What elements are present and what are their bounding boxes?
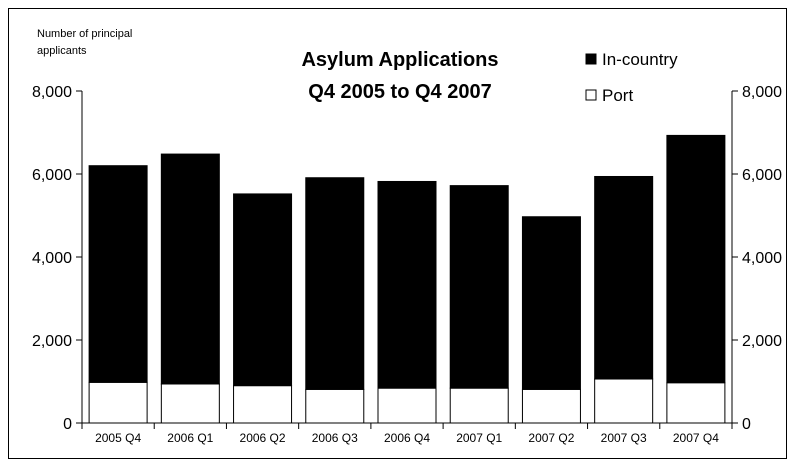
bar-port-2006-q2 xyxy=(233,385,293,424)
x-tick-label: 2006 Q2 xyxy=(240,431,286,445)
x-tick-label: 2007 Q1 xyxy=(456,431,502,445)
bar-in-country-2007-q3 xyxy=(594,175,654,380)
legend: In-country Port xyxy=(585,50,678,105)
x-tick-label: 2005 Q4 xyxy=(95,431,141,445)
x-tick-label: 2007 Q2 xyxy=(528,431,574,445)
bar-in-country-2007-q2 xyxy=(521,216,581,390)
legend-swatch-in-country xyxy=(585,53,597,65)
bar-port-2007-q1 xyxy=(449,387,509,424)
y-tick-label-left: 0 xyxy=(63,416,72,433)
chart-title: Asylum Applications xyxy=(301,49,498,71)
y-tick-label-left: 6,000 xyxy=(32,167,72,184)
legend-label-in-country: In-country xyxy=(602,50,678,69)
bar-in-country-2005-q4 xyxy=(88,165,148,383)
legend-swatch-port xyxy=(585,89,597,101)
y-tick-label-right: 2,000 xyxy=(742,333,782,350)
y-axis-label-line1: Number of principal xyxy=(37,28,132,40)
y-axis-label-line2: applicants xyxy=(37,45,87,57)
axes: 0 0 2,000 2,000 4,000 4,000 6,000 6,000 8,000 8,0… xyxy=(32,84,782,445)
x-tick-label: 2006 Q3 xyxy=(312,431,358,445)
bar-port-2005-q4 xyxy=(88,381,148,424)
bar-port-2006-q1 xyxy=(160,383,220,424)
bar-in-country-2006-q4 xyxy=(377,180,437,389)
bar-in-country-2006-q2 xyxy=(233,193,293,387)
y-tick-label-right: 0 xyxy=(742,416,751,433)
bar-port-2007-q4 xyxy=(666,382,726,424)
bar-port-2006-q3 xyxy=(305,388,365,424)
x-tick-label: 2007 Q4 xyxy=(673,431,719,445)
x-tick-label: 2006 Q4 xyxy=(384,431,430,445)
y-tick-label-right: 4,000 xyxy=(742,250,782,267)
bars xyxy=(88,134,726,424)
legend-label-port: Port xyxy=(602,86,633,105)
y-tick-label-left: 8,000 xyxy=(32,84,72,101)
bar-port-2007-q2 xyxy=(521,388,581,424)
y-tick-label-left: 4,000 xyxy=(32,250,72,267)
y-tick-label-right: 8,000 xyxy=(742,84,782,101)
bar-port-2006-q4 xyxy=(377,387,437,424)
bar-in-country-2007-q4 xyxy=(666,134,726,384)
y-tick-label-right: 6,000 xyxy=(742,167,782,184)
y-tick-label-left: 2,000 xyxy=(32,333,72,350)
chart-subtitle: Q4 2005 to Q4 2007 xyxy=(308,81,491,103)
bar-in-country-2006-q1 xyxy=(160,153,220,385)
x-tick-label: 2007 Q3 xyxy=(601,431,647,445)
bar-in-country-2007-q1 xyxy=(449,185,509,389)
x-tick-label: 2006 Q1 xyxy=(167,431,213,445)
bar-in-country-2006-q3 xyxy=(305,177,365,390)
bar-port-2007-q3 xyxy=(594,378,654,424)
